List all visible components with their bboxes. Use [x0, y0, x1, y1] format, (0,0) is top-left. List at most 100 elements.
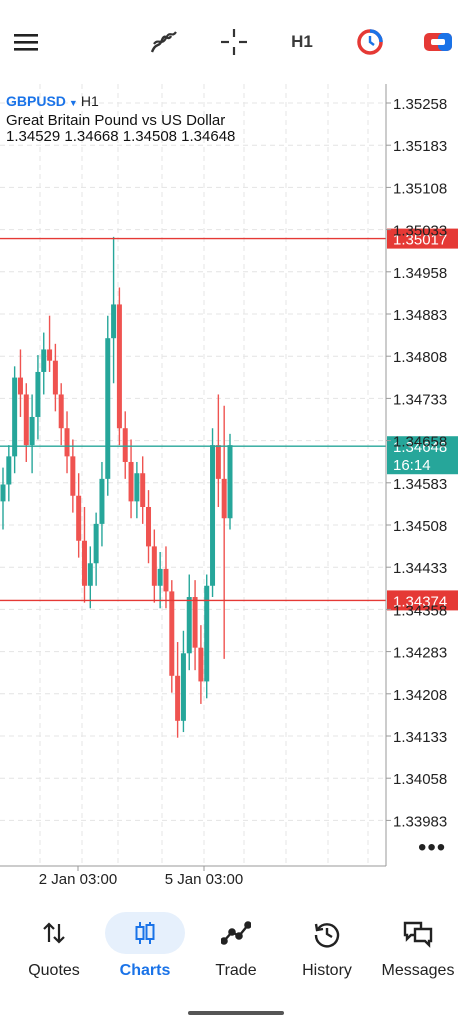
- candle-body: [122, 428, 128, 462]
- x-tick-label: 2 Jan 03:00: [39, 871, 117, 888]
- y-tick-label: 1.35258: [393, 96, 447, 113]
- nav-label: History: [302, 962, 352, 979]
- candle-body: [81, 540, 87, 586]
- messages-icon: [402, 920, 434, 953]
- y-tick-label: 1.35108: [393, 180, 447, 197]
- nav-quotes[interactable]: Quotes: [8, 912, 100, 982]
- more-options-icon[interactable]: •••: [418, 834, 447, 861]
- y-tick-label: 1.34058: [393, 771, 447, 788]
- candle-body: [204, 585, 210, 682]
- price-level-label-bg: [387, 590, 458, 611]
- toolbar: H1: [0, 0, 472, 84]
- timeframe-button[interactable]: H1: [291, 32, 313, 51]
- trade-line-icon: [220, 920, 252, 951]
- candle-body: [105, 338, 111, 479]
- nav-history[interactable]: History: [281, 912, 373, 982]
- quotes-arrows-icon: [41, 920, 67, 951]
- candle-body: [192, 597, 198, 648]
- price-level-label: 1.34374: [393, 593, 447, 610]
- nav-charts[interactable]: Charts: [99, 912, 191, 982]
- candle-body: [111, 304, 117, 339]
- candles: [0, 236, 233, 738]
- nav-label: Charts: [119, 962, 171, 979]
- candle-body: [169, 591, 175, 676]
- candle-body: [116, 304, 122, 429]
- candle-body: [221, 478, 227, 519]
- y-tick-label: 1.34358: [393, 602, 447, 619]
- bid-price-label: 1.34648: [393, 439, 447, 456]
- bid-label-bg: [387, 436, 458, 475]
- one-click-trade-icon[interactable]: [418, 24, 458, 60]
- candle-body: [175, 675, 181, 721]
- candle-body: [47, 349, 53, 361]
- symbol-timeframe: H1: [80, 93, 99, 109]
- candle-body: [140, 473, 146, 507]
- candle-body: [6, 456, 12, 485]
- candle-body: [210, 445, 216, 586]
- candle-body: [186, 597, 192, 654]
- y-tick-label: 1.34958: [393, 265, 447, 282]
- candle-body: [41, 349, 47, 372]
- candle-body: [163, 568, 169, 592]
- home-indicator[interactable]: [188, 1011, 284, 1015]
- candle-body: [64, 428, 70, 457]
- candle-body: [0, 484, 6, 502]
- y-tick-label: 1.34883: [393, 307, 447, 324]
- price-axis: 1.35258 1.35183 1.35108 1.35033 1.34958 1.348…: [385, 84, 447, 866]
- symbol-header[interactable]: GBPUSD ▼ H1: [6, 93, 99, 109]
- candle-body: [93, 523, 99, 564]
- candle-body: [87, 563, 93, 586]
- nav-label: Messages: [381, 962, 455, 979]
- candle-body: [29, 416, 35, 446]
- hamburger-icon[interactable]: [8, 24, 44, 60]
- y-tick-label: 1.34733: [393, 391, 447, 408]
- candle-body: [35, 371, 41, 417]
- y-tick-label: 1.34508: [393, 518, 447, 535]
- candle-body: [198, 647, 204, 682]
- candle-body: [227, 445, 233, 519]
- candle-body: [99, 478, 105, 524]
- candle-body: [58, 394, 64, 429]
- candle-body: [52, 360, 58, 395]
- ohlc-values: 1.34529 1.34668 1.34508 1.34648: [6, 128, 236, 145]
- candle-body: [70, 456, 76, 496]
- candle-body: [157, 568, 163, 586]
- candle-body: [215, 445, 221, 479]
- y-tick-label: 1.34208: [393, 687, 447, 704]
- indicator-wave-icon[interactable]: [146, 24, 182, 60]
- candle-body: [151, 546, 157, 586]
- charts-candles-icon: [132, 920, 158, 951]
- clock-icon[interactable]: [352, 24, 388, 60]
- candle-body: [17, 377, 23, 395]
- nav-label: Trade: [215, 962, 257, 979]
- nav-trade[interactable]: Trade: [190, 912, 282, 982]
- y-tick-label: 1.33983: [393, 813, 447, 830]
- nav-messages[interactable]: Messages: [372, 912, 464, 982]
- candle-body: [12, 377, 18, 457]
- y-tick-label: 1.34283: [393, 645, 447, 662]
- y-tick-label: 1.34433: [393, 560, 447, 577]
- symbol-code: GBPUSD: [6, 93, 66, 109]
- active-indicator: [105, 912, 185, 954]
- candle-body: [146, 506, 152, 547]
- y-tick-label: 1.35033: [393, 223, 447, 240]
- bottom-navigation: Quotes Charts Trade History Messages: [0, 900, 472, 1000]
- y-tick-label: 1.34658: [393, 434, 447, 451]
- candle-body: [128, 461, 134, 502]
- bid-countdown-label: 16:14: [393, 457, 431, 474]
- symbol-description: Great Britain Pound vs US Dollar: [6, 112, 226, 129]
- history-clock-icon: [313, 920, 341, 953]
- nav-label: Quotes: [28, 962, 80, 979]
- chart-grid: [0, 84, 386, 866]
- dropdown-triangle-icon: ▼: [68, 98, 78, 108]
- y-tick-label: 1.34133: [393, 729, 447, 746]
- price-level-label: 1.35017: [393, 232, 447, 249]
- candle-body: [134, 473, 140, 502]
- crosshair-icon[interactable]: [216, 24, 252, 60]
- candle-body: [76, 495, 82, 541]
- candle-body: [23, 394, 29, 446]
- time-axis: 2 Jan 03:00 5 Jan 03:00: [0, 865, 386, 888]
- price-level-label-bg: [387, 228, 458, 249]
